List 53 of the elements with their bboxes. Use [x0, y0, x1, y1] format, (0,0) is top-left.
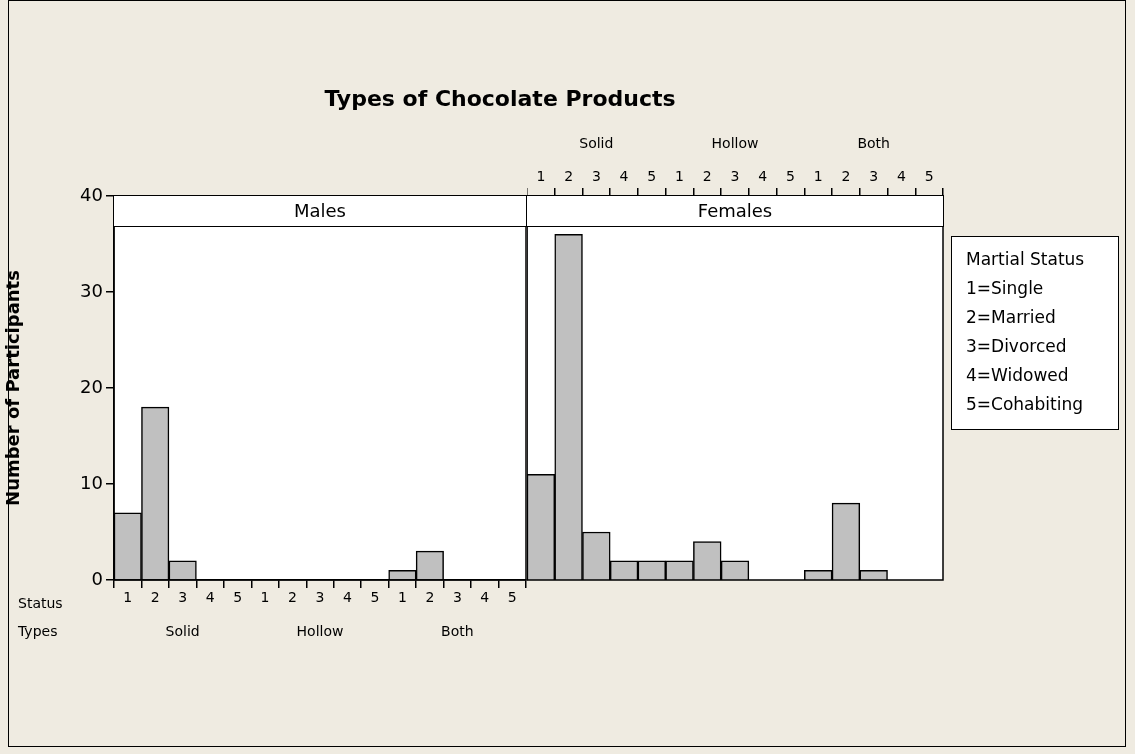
x-tick-label: 4 — [619, 168, 629, 185]
x-tick-label: 3 — [452, 589, 462, 606]
y-tick-label: 40 — [80, 183, 103, 205]
y-tick-label: 10 — [80, 471, 103, 493]
text: Types — [17, 622, 58, 639]
text: 2=Married — [966, 306, 1057, 329]
x-tick-label: 5 — [786, 168, 795, 185]
text: 5=Cohabiting — [966, 393, 1084, 416]
chart-title: Types of Chocolate Products — [323, 86, 677, 111]
x-tick-label: 3 — [178, 589, 188, 606]
text: Both — [441, 622, 474, 639]
y-axis-title: Number of Participants — [2, 270, 24, 506]
y-tick-label: 20 — [80, 375, 103, 397]
x-tick-label: 1 — [675, 168, 684, 185]
x-tick-label: 3 — [315, 589, 325, 606]
x-tick-label: 2 — [425, 589, 435, 606]
text: 1=Single — [966, 277, 1045, 300]
x-tick-label: 5 — [507, 589, 517, 606]
x-tick-label: 1 — [397, 589, 407, 606]
text: Hollow — [711, 134, 759, 151]
x-tick-label: 3 — [591, 168, 601, 185]
text: Hollow — [296, 622, 344, 639]
x-tick-label: 4 — [480, 589, 490, 606]
x-tick-label: 2 — [841, 168, 851, 185]
y-tick-label: 0 — [91, 567, 103, 589]
x-tick-label: 2 — [564, 168, 574, 185]
text: Solid — [579, 134, 614, 151]
x-tick-label: 2 — [288, 589, 297, 606]
x-tick-label: 2 — [702, 168, 712, 185]
text: Martial Status — [966, 248, 1086, 271]
x-tick-label: 5 — [924, 168, 934, 185]
x-tick-label: 4 — [896, 168, 906, 185]
x-tick-label: 4 — [758, 168, 768, 185]
x-tick-label: 5 — [233, 589, 243, 606]
x-tick-label: 4 — [343, 589, 353, 606]
x-tick-label: 1 — [813, 168, 823, 185]
x-tick-label: 2 — [150, 589, 160, 606]
x-tick-label: 5 — [647, 168, 657, 185]
x-tick-label: 1 — [123, 589, 133, 606]
text: Status — [18, 594, 63, 611]
text: Both — [857, 134, 890, 151]
x-tick-label: 5 — [370, 589, 380, 606]
panel-header: Females — [526, 195, 944, 228]
text: 4=Widowed — [966, 364, 1070, 387]
x-tick-label: 1 — [536, 168, 546, 185]
text: 3=Divorced — [966, 335, 1068, 358]
x-tick-label: 4 — [205, 589, 215, 606]
x-tick-label: 1 — [260, 589, 270, 606]
y-tick-label: 30 — [80, 279, 103, 301]
x-tick-label: 3 — [730, 168, 740, 185]
panel-header: Males — [113, 195, 527, 228]
x-tick-label: 3 — [869, 168, 879, 185]
text: Solid — [165, 622, 200, 639]
